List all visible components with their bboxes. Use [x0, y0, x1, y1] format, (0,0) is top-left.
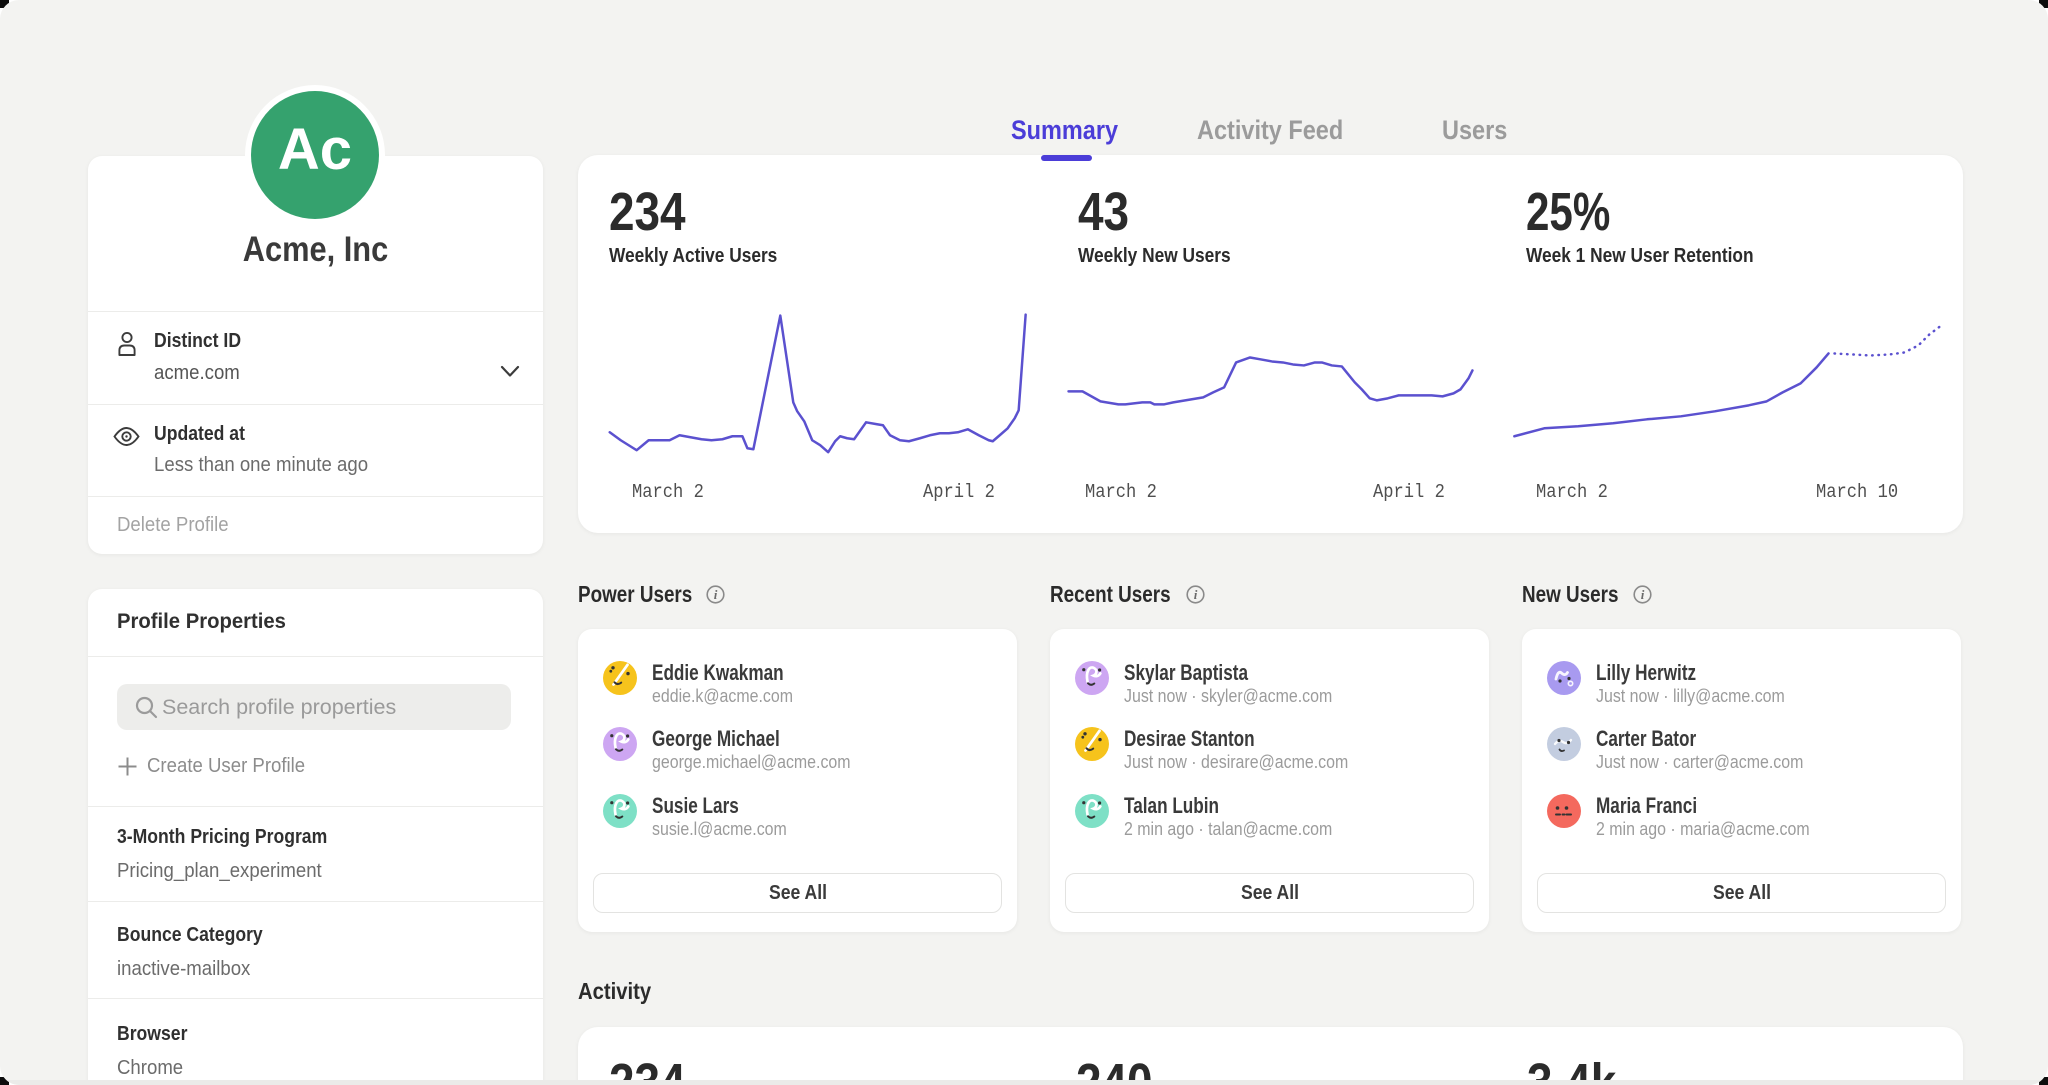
svg-text:i: i: [1194, 587, 1198, 602]
svg-text:i: i: [714, 587, 718, 602]
svg-text:i: i: [1641, 587, 1645, 602]
